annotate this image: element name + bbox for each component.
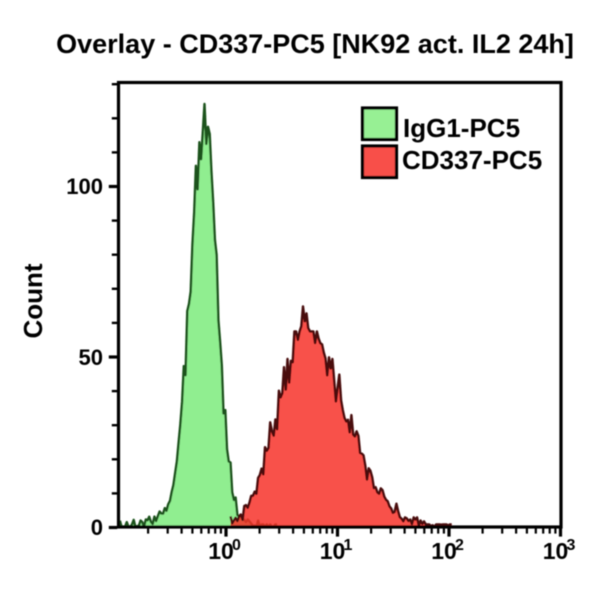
svg-text:IgG1-PC5: IgG1-PC5	[403, 113, 520, 143]
svg-text:0: 0	[232, 537, 241, 554]
svg-text:10: 10	[543, 538, 569, 564]
svg-text:0: 0	[91, 515, 103, 540]
svg-text:Overlay - CD337-PC5 [NK92 act.: Overlay - CD337-PC5 [NK92 act. IL2 24h]	[56, 29, 574, 59]
svg-text:10: 10	[320, 538, 346, 564]
svg-text:1: 1	[344, 537, 353, 554]
svg-text:2: 2	[455, 537, 464, 554]
svg-text:100: 100	[66, 174, 103, 199]
svg-text:CD337-PC5: CD337-PC5	[402, 145, 542, 175]
svg-text:10: 10	[208, 538, 234, 564]
svg-text:10: 10	[431, 538, 457, 564]
svg-text:50: 50	[79, 345, 103, 370]
svg-text:3: 3	[567, 537, 576, 554]
svg-text:Count: Count	[18, 263, 48, 338]
